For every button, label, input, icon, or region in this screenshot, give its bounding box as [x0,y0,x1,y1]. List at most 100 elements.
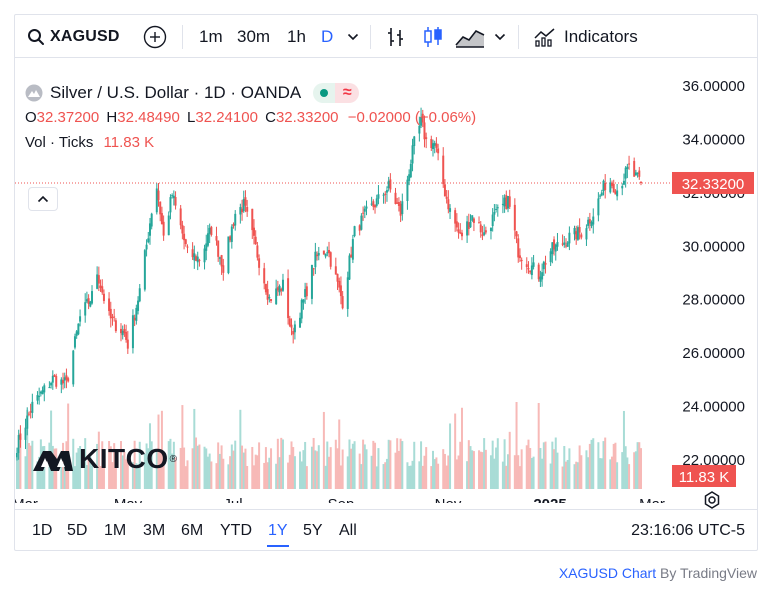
candle-body [67,378,70,382]
interval-d[interactable]: D [321,26,334,46]
candle-body [208,227,211,234]
candle-body [495,208,498,210]
volume-bar [614,442,617,489]
chart-type-dropdown[interactable] [494,15,506,58]
volume-bar [91,465,94,489]
candle-body [460,232,463,237]
low-value: 32.24100 [195,109,258,126]
volume-bar [447,455,450,489]
candle-body [600,192,603,196]
volume-bar [19,437,22,489]
candle-body [638,170,641,177]
candle-body [148,223,151,236]
candle-body [160,213,163,225]
candle-body [77,323,80,335]
range-1m[interactable]: 1M [104,522,127,539]
range-5y[interactable]: 5Y [303,522,323,539]
interval-1h[interactable]: 1h [287,26,306,46]
change-value: −0.02000 (−0.06%) [347,109,477,126]
symbol-chart-link[interactable]: XAGUSD Chart [558,565,657,581]
candle-body [459,232,462,234]
tradingview-attribution[interactable]: XAGUSD Chart By TradingView [559,565,757,581]
range-5d[interactable]: 5D [67,522,88,539]
volume-bar [121,455,124,489]
range-all[interactable]: All [339,522,357,539]
candle-body [63,377,66,381]
volume-bar [409,465,412,489]
candle-body [433,142,436,146]
chart-pane[interactable]: 36.0000034.0000032.0000030.0000028.00000… [15,59,757,509]
candle-body [329,252,332,267]
range-ytd[interactable]: YTD [220,522,252,539]
volume-bar [97,431,100,489]
area-style-button[interactable] [455,15,485,58]
volume-bar [305,466,308,489]
volume-bar [137,464,140,489]
candle-body [430,138,433,149]
interval-dropdown[interactable] [347,15,359,58]
candle-body [633,160,636,177]
volume-bar [508,431,511,489]
time-tick-label: Jul [223,496,242,503]
volume-bar [346,456,349,489]
volume-bar [640,448,642,489]
timezone-clock[interactable]: 23:16:06 UTC-5 [631,522,745,539]
volume-bar [193,408,196,489]
volume-bar [532,456,535,489]
silver-coin-icon [25,84,43,102]
candle-body [266,289,269,300]
volume-bar [377,448,380,489]
close-value: 32.33200 [275,109,339,126]
range-1d[interactable]: 1D [32,522,53,539]
bars-style-button[interactable] [386,15,406,58]
candle-body [503,197,506,207]
status-badge[interactable]: ≈ [313,83,360,103]
volume-bar [353,441,356,489]
symbol-search-button[interactable]: XAGUSD [27,15,120,58]
candles-style-button[interactable] [423,15,443,58]
price-chart[interactable]: 36.0000034.0000032.0000030.0000028.00000… [15,59,757,503]
range-1y[interactable]: 1Y [267,510,289,552]
volume-bar [507,454,510,489]
range-3m[interactable]: 3M [143,522,166,539]
volume-legend: Vol · Ticks 11.83 K [25,134,154,151]
candle-body [162,221,165,236]
range-6m[interactable]: 6M [181,522,204,539]
volume-bar [423,455,426,489]
candle-body [302,299,305,303]
interval-30m[interactable]: 30m [237,26,271,46]
indicators-button[interactable]: Indicators [534,15,638,58]
volume-bar [406,462,409,489]
candle-body [38,396,41,398]
volume-bar [370,455,373,489]
volume-bar [561,466,564,489]
candle-body [72,350,75,385]
candle-body [348,255,351,280]
volume-bar [389,440,392,489]
candle-body [585,228,588,240]
collapse-legend-button[interactable] [28,187,58,211]
kitco-mark-icon [33,451,73,471]
candle-body [135,307,138,321]
interval-1m[interactable]: 1m [199,26,223,46]
volume-bar [401,441,404,489]
candle-body [539,276,542,282]
candle-body [157,190,160,201]
price-tick-label: 22.00000 [682,452,745,469]
compare-symbol-button[interactable] [143,15,167,58]
candle-body [338,280,341,288]
volume-bar [556,452,559,489]
candle-body [101,286,104,293]
volume-bar [384,462,387,489]
candle-body [566,242,569,247]
volume-bar [622,410,625,489]
volume-bar [430,466,433,489]
kitco-logo: KITCO ® [31,443,177,475]
candle-body [109,308,112,319]
volume-bar [636,442,639,489]
settings-button[interactable] [703,491,721,514]
candle-body [108,298,111,311]
candle-body [362,212,365,214]
volume-bar [420,441,423,489]
candle-body [563,242,566,245]
